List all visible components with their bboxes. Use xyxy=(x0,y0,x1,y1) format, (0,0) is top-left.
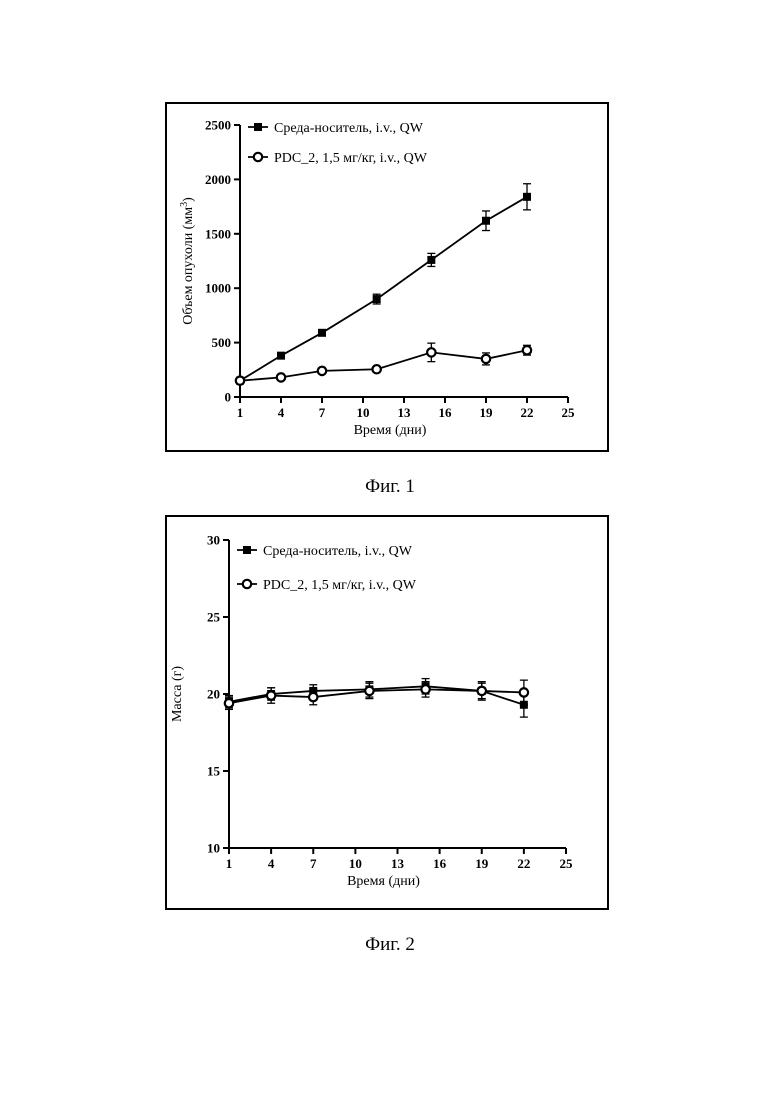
legend-marker-square xyxy=(243,546,251,554)
y-tick-label: 30 xyxy=(207,533,220,548)
x-tick-label: 22 xyxy=(517,856,530,871)
data-point-circle xyxy=(267,691,275,699)
data-point-circle xyxy=(421,685,429,693)
legend-label: PDC_2, 1,5 мг/кг, i.v., QW xyxy=(263,578,417,593)
x-tick-label: 13 xyxy=(391,856,405,871)
x-tick-label: 7 xyxy=(310,856,317,871)
legend-marker-circle xyxy=(243,580,251,588)
series-pdc2 xyxy=(225,680,528,709)
y-tick-label: 10 xyxy=(207,841,220,856)
data-point-circle xyxy=(225,699,233,707)
y-tick-label: 15 xyxy=(207,764,221,779)
data-point-circle xyxy=(478,687,486,695)
figure-caption-2: Фиг. 2 xyxy=(0,934,780,956)
x-tick-label: 25 xyxy=(560,856,574,871)
x-tick-label: 10 xyxy=(349,856,362,871)
figure-caption-1: Фиг. 1 xyxy=(0,476,780,498)
y-axis-label: Масса (г) xyxy=(170,666,185,722)
data-point-circle xyxy=(365,687,373,695)
x-tick-label: 4 xyxy=(268,856,275,871)
y-axis-label-main: Масса (г) xyxy=(170,666,185,722)
x-axis-label: Время (дни) xyxy=(347,874,420,889)
data-point-circle xyxy=(520,688,528,696)
legend-label: Среда-носитель, i.v., QW xyxy=(263,544,413,559)
y-tick-label: 25 xyxy=(207,610,221,625)
x-tick-label: 16 xyxy=(433,856,447,871)
x-tick-label: 19 xyxy=(475,856,489,871)
data-point-circle xyxy=(309,693,317,701)
x-tick-label: 1 xyxy=(226,856,233,871)
y-tick-label: 20 xyxy=(207,687,220,702)
